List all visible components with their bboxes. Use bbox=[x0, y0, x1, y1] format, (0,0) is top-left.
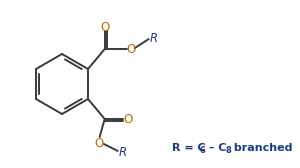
Text: O: O bbox=[94, 137, 103, 150]
Text: R = C: R = C bbox=[172, 143, 206, 153]
Text: – C: – C bbox=[205, 143, 226, 153]
Text: 8: 8 bbox=[226, 146, 232, 155]
Text: 6: 6 bbox=[200, 146, 206, 155]
Text: branched: branched bbox=[230, 143, 292, 153]
Text: O: O bbox=[126, 43, 135, 56]
Text: R: R bbox=[118, 146, 127, 159]
Text: R: R bbox=[150, 32, 158, 45]
Text: O: O bbox=[123, 113, 132, 126]
Text: O: O bbox=[100, 21, 109, 34]
